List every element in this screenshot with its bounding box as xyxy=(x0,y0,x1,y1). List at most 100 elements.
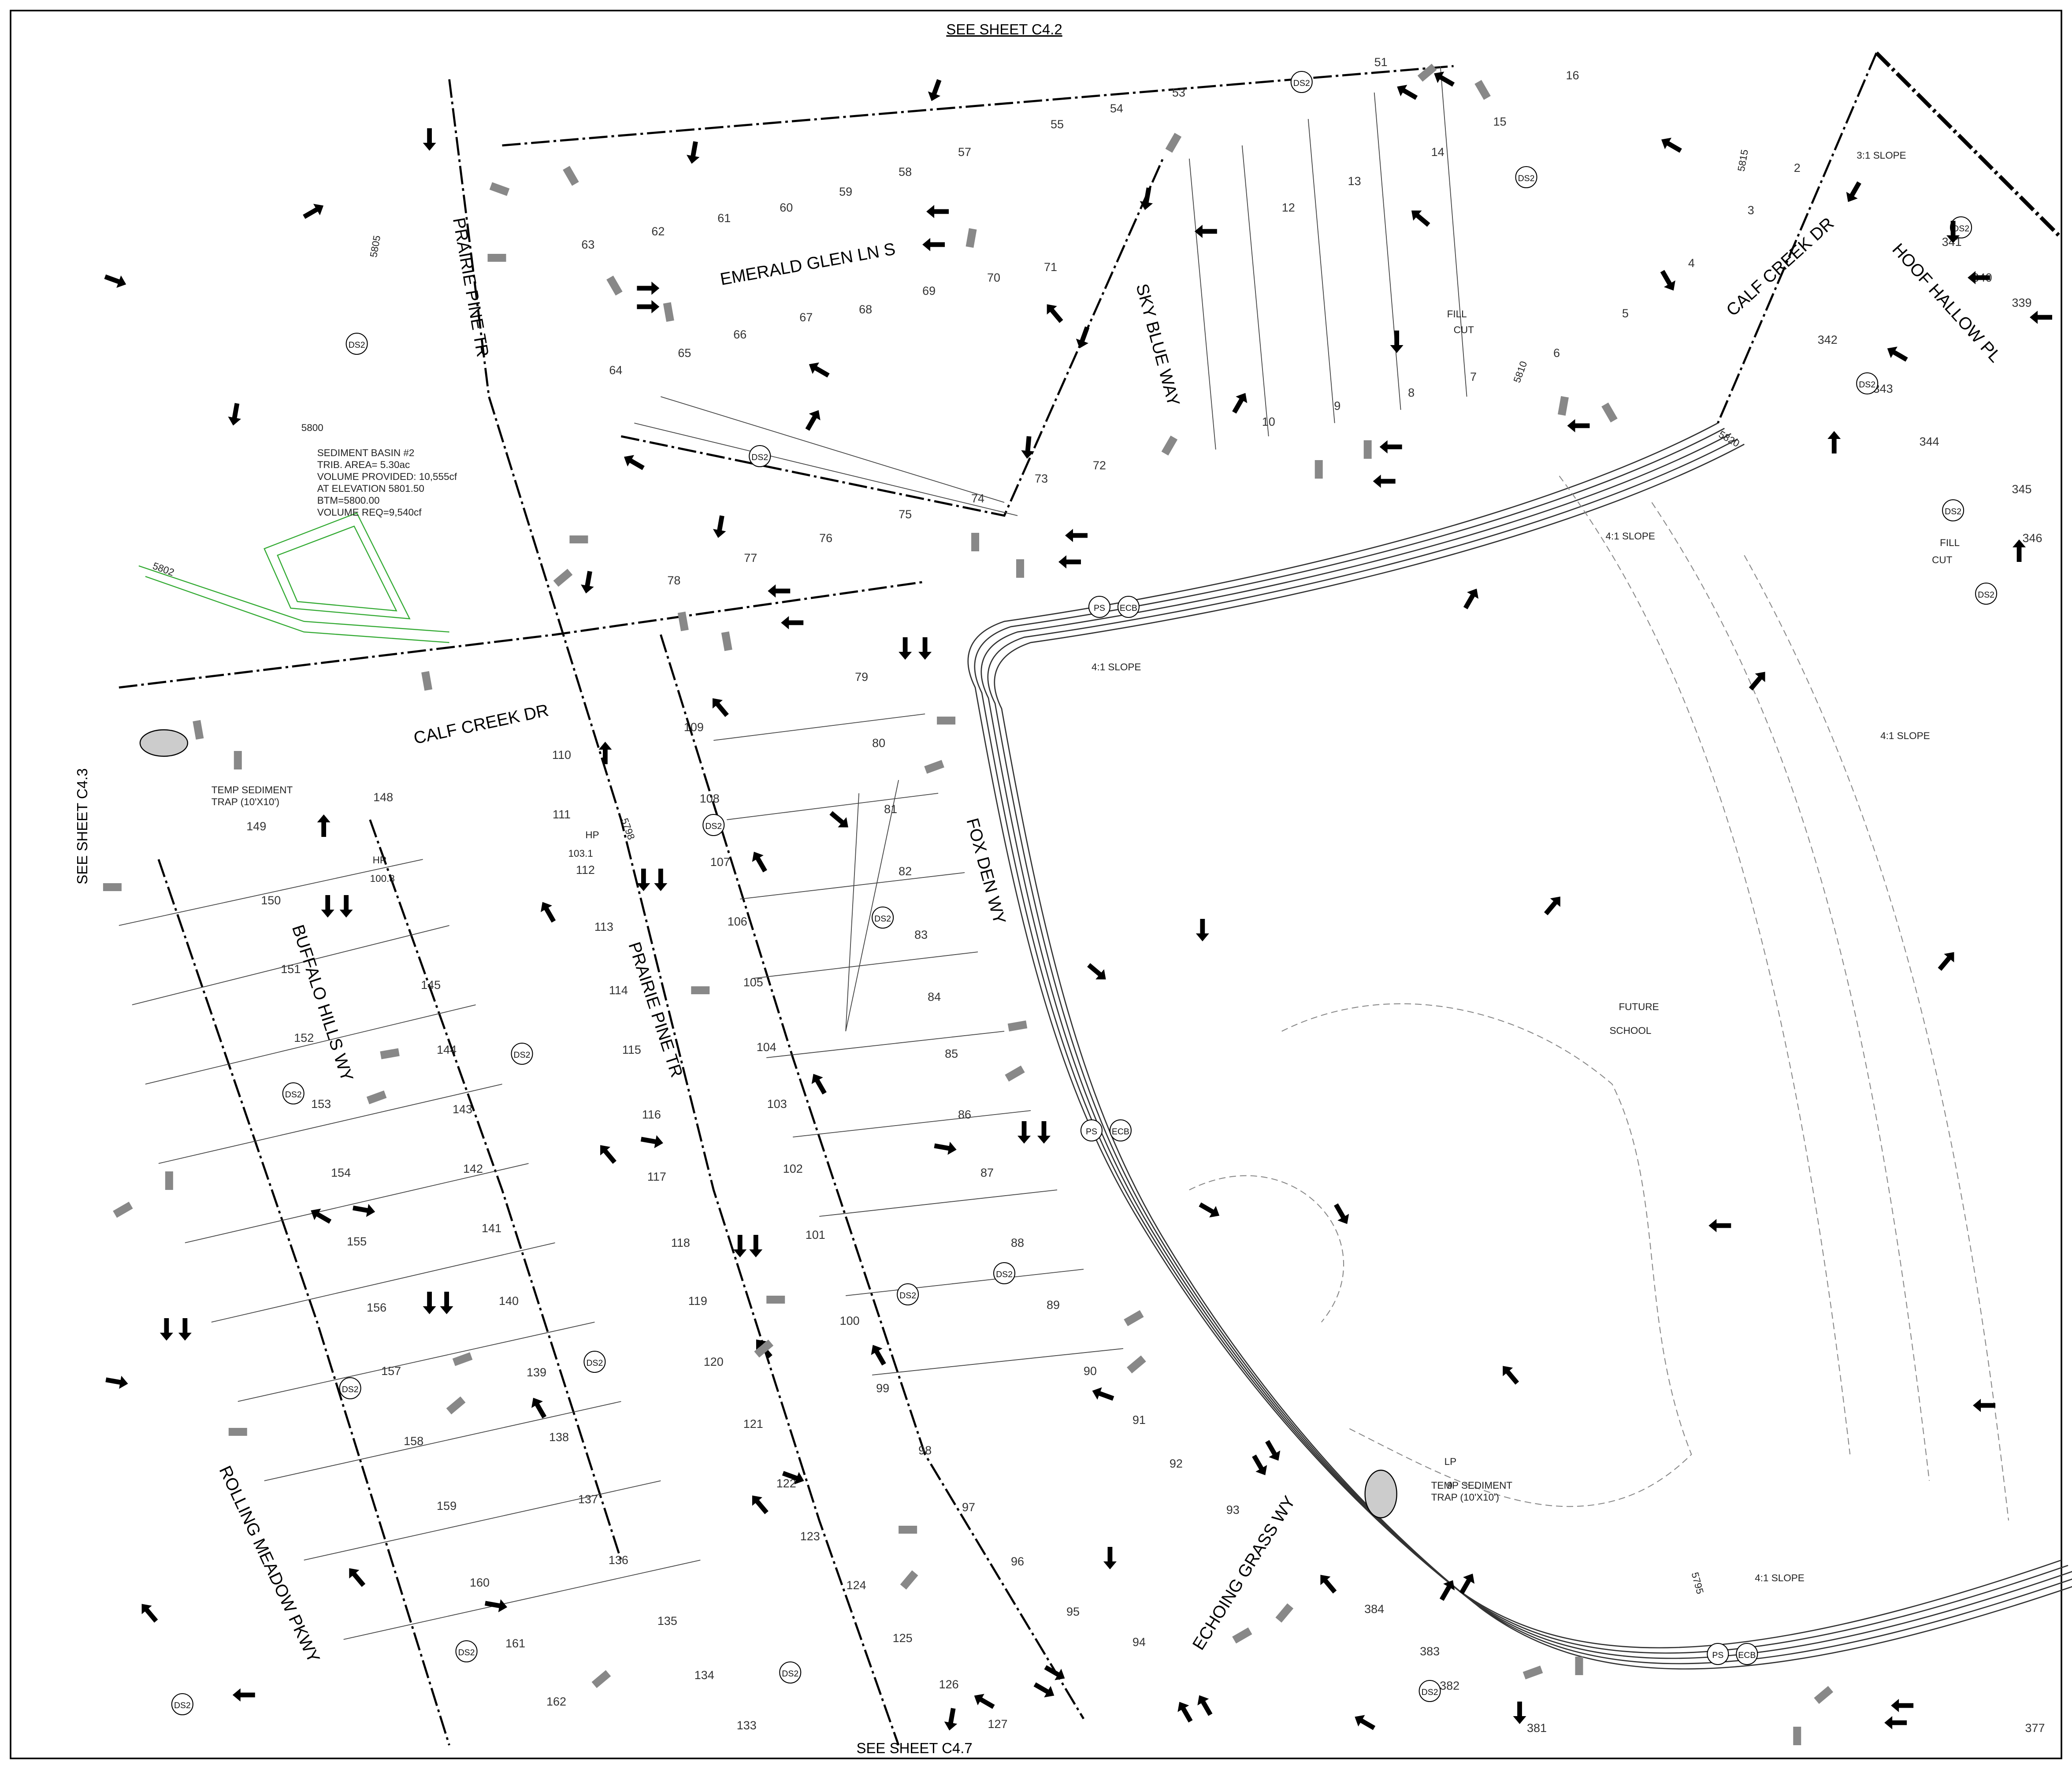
basin-note: VOLUME PROVIDED: 10,555cf xyxy=(317,471,457,482)
symbol-label: ECB xyxy=(1738,1650,1756,1660)
basin-note: VOLUME REQ=9,540cf xyxy=(317,507,422,518)
lot-number: 55 xyxy=(1051,118,1064,131)
inlet-protection xyxy=(569,535,588,543)
flow-arrow xyxy=(353,1204,375,1217)
lot-number: 65 xyxy=(678,346,691,360)
lot-number: 110 xyxy=(552,748,571,762)
flow-arrow xyxy=(752,1495,769,1514)
lot-number: 83 xyxy=(914,928,928,941)
symbol-circle xyxy=(1950,216,1972,239)
inlet-protection xyxy=(1314,460,1323,479)
lot-number: 133 xyxy=(737,1719,757,1732)
lot-number: 346 xyxy=(2023,531,2042,545)
lot-number: 66 xyxy=(733,328,746,341)
flow-arrow xyxy=(160,1318,173,1341)
inlet-protection xyxy=(1814,1686,1834,1704)
street-name: PRAIRIE PINE TR xyxy=(449,216,492,359)
flow-arrow xyxy=(1140,187,1153,210)
flow-arrow xyxy=(768,584,791,598)
flow-arrow xyxy=(1503,1366,1519,1385)
inlet-protection xyxy=(1007,1020,1028,1032)
lot-number: 73 xyxy=(1035,472,1048,485)
lot-number: 345 xyxy=(2012,483,2032,496)
flow-arrow xyxy=(1938,952,1954,971)
lot-number: 79 xyxy=(855,670,868,684)
symbol-circle xyxy=(455,1640,478,1663)
lot-number: 377 xyxy=(2025,1721,2045,1735)
note: FILL xyxy=(1940,537,1960,548)
flow-arrow xyxy=(423,1292,436,1314)
lot-number: 101 xyxy=(806,1228,825,1241)
symbol-circle xyxy=(749,445,771,468)
flow-arrow xyxy=(640,1135,663,1148)
flow-arrow xyxy=(1103,1547,1117,1569)
inlet-protection xyxy=(1127,1355,1146,1374)
lot-number: 145 xyxy=(421,978,441,992)
lot-number: 149 xyxy=(246,820,266,833)
flow-arrow xyxy=(598,742,612,764)
flow-arrow xyxy=(1390,331,1404,353)
sediment-basin xyxy=(138,512,1397,1519)
street-name: FOX DEN WY xyxy=(962,816,1009,926)
inlet-protection xyxy=(234,751,242,769)
flow-arrow xyxy=(1021,436,1035,459)
symbol-label: DS2 xyxy=(1293,78,1310,88)
inlet-protection xyxy=(1557,396,1569,416)
symbol-label: DS2 xyxy=(1518,174,1535,183)
basin-note: AT ELEVATION 5801.50 xyxy=(317,483,424,494)
lot-number: 91 xyxy=(1133,1413,1146,1427)
flow-arrow xyxy=(1199,1202,1220,1218)
symbol-label: ECB xyxy=(1120,603,1137,613)
symbol-circle xyxy=(345,332,368,355)
flow-arrow xyxy=(637,300,660,313)
lot-number: 123 xyxy=(800,1530,820,1543)
symbol-label: DS2 xyxy=(782,1669,798,1679)
inlet-protection xyxy=(1124,1310,1144,1327)
flow-arrow xyxy=(922,238,945,251)
flow-arrow xyxy=(829,811,848,828)
note: 9 xyxy=(1447,1480,1453,1491)
street-name: EMERALD GLEN LN S xyxy=(719,240,897,289)
flow-arrow xyxy=(540,902,556,923)
lot-number: 88 xyxy=(1011,1236,1024,1249)
lot-number: 94 xyxy=(1133,1635,1146,1649)
sheet-ref: SEE SHEET C4.3 xyxy=(74,768,90,884)
lot-number: 113 xyxy=(594,920,613,933)
lot-number: 108 xyxy=(700,792,720,805)
flow-arrow xyxy=(484,1599,508,1613)
symbol-circle xyxy=(171,1693,193,1716)
flow-arrow xyxy=(1749,672,1765,691)
symbol-label: DS2 xyxy=(751,453,768,462)
street-name: HOOF HALLOW PL xyxy=(1888,240,2005,366)
lot-number: 84 xyxy=(928,990,941,1003)
symbol-label: DS2 xyxy=(1859,380,1875,390)
symbol-circle xyxy=(897,1283,919,1306)
lot-number: 384 xyxy=(1364,1602,1384,1616)
flow-arrow xyxy=(1047,304,1063,323)
inlet-protection xyxy=(366,1090,387,1104)
flow-arrow xyxy=(1087,963,1106,980)
inlet-protection xyxy=(446,1396,466,1415)
symbol-label: PS xyxy=(1712,1650,1723,1660)
lot-lines xyxy=(119,66,1467,1640)
note: FUTURE xyxy=(1619,1001,1659,1012)
flow-arrow xyxy=(928,79,942,101)
symbol-label: DS2 xyxy=(514,1050,531,1060)
lot-number: 159 xyxy=(437,1499,457,1513)
lot-number: 63 xyxy=(581,238,594,251)
lot-number: 57 xyxy=(958,145,971,159)
flow-arrow xyxy=(141,1604,158,1623)
symbol-circle xyxy=(511,1042,533,1065)
symbol-circle xyxy=(1080,1119,1103,1142)
inlet-protection xyxy=(113,1201,133,1218)
lot-number: 139 xyxy=(527,1366,546,1379)
street-name: CALF CREEK DR xyxy=(412,701,550,748)
flow-arrow xyxy=(1044,1665,1065,1680)
flow-arrow xyxy=(934,1141,957,1155)
lot-number: 118 xyxy=(671,1236,690,1249)
inlet-protection xyxy=(1161,435,1178,456)
note: TEMP SEDIMENT xyxy=(212,784,293,795)
flow-arrow xyxy=(1197,1695,1213,1716)
flow-arrow xyxy=(1891,1699,1914,1712)
